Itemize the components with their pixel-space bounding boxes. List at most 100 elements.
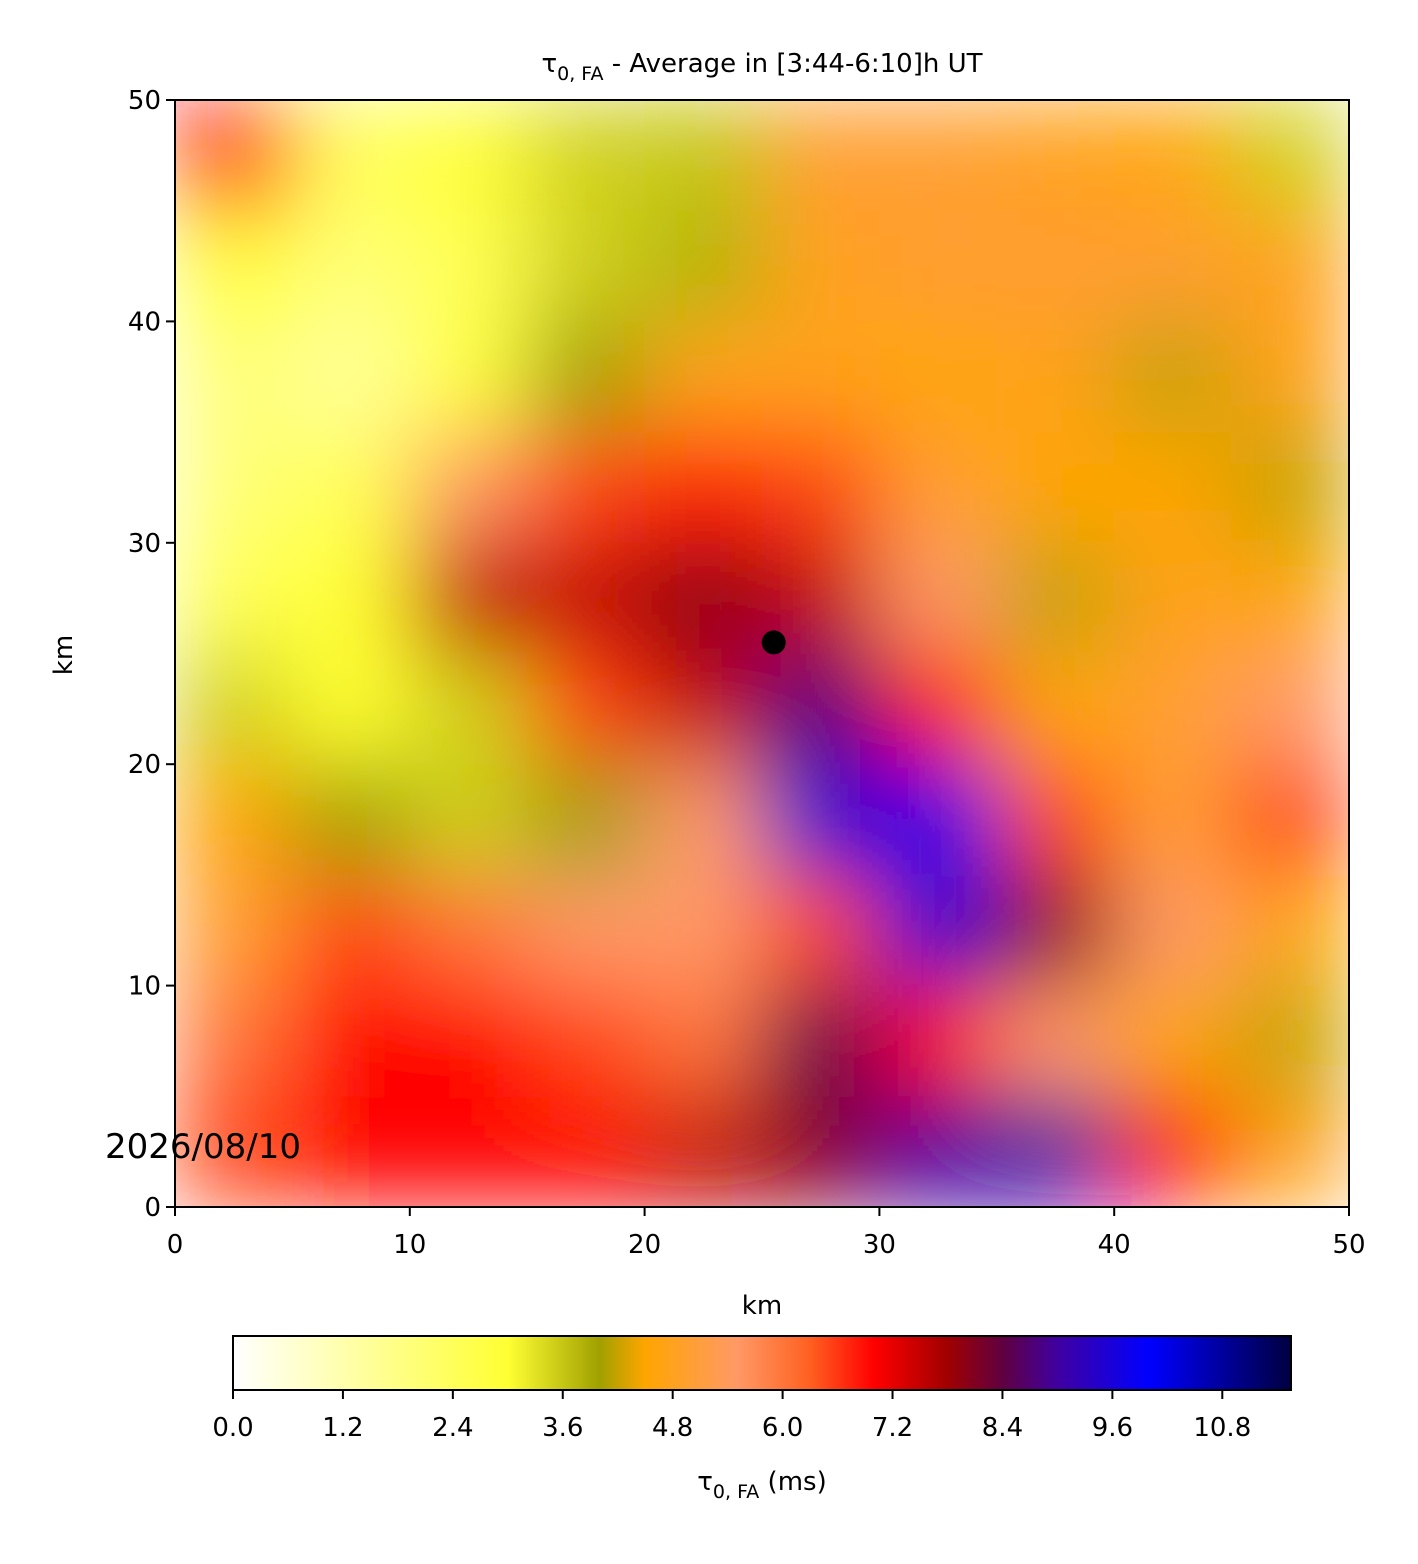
heat-cell bbox=[526, 763, 646, 876]
heat-cell bbox=[409, 874, 528, 987]
heat-cell bbox=[1231, 985, 1349, 1097]
heat-cell bbox=[1113, 320, 1233, 433]
heat-cell bbox=[409, 763, 528, 876]
colorbar-tick-label: 7.2 bbox=[872, 1413, 913, 1443]
heat-cell bbox=[996, 210, 1115, 322]
heat-cell bbox=[761, 653, 880, 765]
heat-cell bbox=[175, 874, 293, 987]
heat-cell bbox=[291, 763, 411, 876]
heat-cell bbox=[409, 320, 528, 433]
colorbar-tick-label: 9.6 bbox=[1092, 1413, 1133, 1443]
heat-cell bbox=[291, 985, 411, 1097]
cbar-symbol: τ bbox=[697, 1467, 713, 1497]
heat-cell bbox=[996, 100, 1115, 212]
heat-cell bbox=[1231, 320, 1349, 433]
cbar-text: (ms) bbox=[759, 1467, 826, 1497]
heat-cell bbox=[644, 763, 763, 876]
heat-cell bbox=[526, 431, 646, 544]
heat-cell bbox=[878, 100, 998, 212]
x-tick-label: 40 bbox=[1098, 1230, 1131, 1260]
heat-cell bbox=[175, 763, 293, 876]
title-text: - Average in [3:44-6:10]h UT bbox=[604, 49, 983, 79]
x-tick-label: 30 bbox=[863, 1230, 896, 1260]
heat-cell bbox=[644, 210, 763, 322]
title-symbol: τ bbox=[541, 49, 557, 79]
marker bbox=[761, 630, 786, 655]
heat-cell bbox=[1113, 100, 1233, 212]
heat-cell bbox=[644, 1095, 763, 1207]
heat-cell bbox=[878, 874, 998, 987]
heat-cell bbox=[996, 320, 1115, 433]
heat-cell bbox=[1231, 874, 1349, 987]
cbar-subscript: 0, FA bbox=[713, 1481, 759, 1503]
heat-cell bbox=[996, 763, 1115, 876]
colorbar-label: τ0, FA (ms) bbox=[697, 1467, 826, 1503]
heat-cell bbox=[761, 431, 880, 544]
heat-cell bbox=[1231, 542, 1349, 654]
colorbar-tick-label: 10.8 bbox=[1193, 1413, 1251, 1443]
colorbar-tick-label: 1.2 bbox=[322, 1413, 363, 1443]
heat-cell bbox=[1113, 542, 1233, 654]
heat-cell bbox=[761, 100, 880, 212]
y-axis-label: km bbox=[49, 635, 79, 675]
heat-cell bbox=[1113, 210, 1233, 322]
heat-cell bbox=[996, 431, 1115, 544]
colorbar-tick-label: 4.8 bbox=[652, 1413, 693, 1443]
x-axis-label: km bbox=[742, 1291, 782, 1321]
heat-cell bbox=[761, 320, 880, 433]
heat-cell bbox=[291, 320, 411, 433]
heat-cell bbox=[175, 653, 293, 765]
heat-cell bbox=[878, 542, 998, 654]
plot-frame bbox=[174, 99, 1350, 1208]
heat-cell bbox=[996, 653, 1115, 765]
heat-cell bbox=[996, 985, 1115, 1097]
heat-cell bbox=[526, 653, 646, 765]
heat-cell bbox=[526, 542, 646, 654]
heat-cell bbox=[996, 542, 1115, 654]
x-tick-label: 10 bbox=[393, 1230, 426, 1260]
y-tick-label: 20 bbox=[128, 750, 161, 780]
heat-cell bbox=[644, 985, 763, 1097]
heat-cell bbox=[526, 210, 646, 322]
heat-cell bbox=[996, 874, 1115, 987]
heat-cell bbox=[175, 542, 293, 654]
y-tick-label: 10 bbox=[128, 972, 161, 1002]
y-tick-label: 0 bbox=[144, 1193, 161, 1223]
heat-cell bbox=[878, 985, 998, 1097]
heat-cell bbox=[409, 653, 528, 765]
heat-cell bbox=[878, 431, 998, 544]
heat-cell bbox=[761, 210, 880, 322]
heat-cell bbox=[175, 210, 293, 322]
colorbar-tick-label: 3.6 bbox=[542, 1413, 583, 1443]
heat-cell bbox=[175, 1095, 293, 1207]
heat-cell bbox=[1113, 431, 1233, 544]
y-tick-label: 30 bbox=[128, 529, 161, 559]
title-subscript: 0, FA bbox=[557, 63, 603, 85]
x-tick-label: 0 bbox=[167, 1230, 184, 1260]
heat-cell bbox=[291, 1095, 411, 1207]
heat-cell bbox=[1113, 1095, 1233, 1207]
heat-cell bbox=[1231, 1095, 1349, 1207]
heat-cell bbox=[291, 100, 411, 212]
heat-cell bbox=[1231, 210, 1349, 322]
heat-cell bbox=[409, 431, 528, 544]
heat-cell bbox=[526, 100, 646, 212]
heat-cell bbox=[761, 763, 880, 876]
heat-cell bbox=[878, 320, 998, 433]
heat-cell bbox=[761, 1095, 880, 1207]
heat-cell bbox=[644, 874, 763, 987]
heat-cell bbox=[1231, 653, 1349, 765]
heat-cell bbox=[644, 542, 763, 654]
heat-cell bbox=[1231, 431, 1349, 544]
heat-cell bbox=[409, 985, 528, 1097]
heat-cell bbox=[291, 542, 411, 654]
heat-cell bbox=[878, 1095, 998, 1207]
y-tick-label: 40 bbox=[128, 307, 161, 337]
heat-cell bbox=[526, 985, 646, 1097]
heat-cell bbox=[291, 653, 411, 765]
x-tick-label: 50 bbox=[1332, 1230, 1365, 1260]
heat-cell bbox=[644, 431, 763, 544]
x-tick-label: 20 bbox=[628, 1230, 661, 1260]
heat-cell bbox=[409, 210, 528, 322]
